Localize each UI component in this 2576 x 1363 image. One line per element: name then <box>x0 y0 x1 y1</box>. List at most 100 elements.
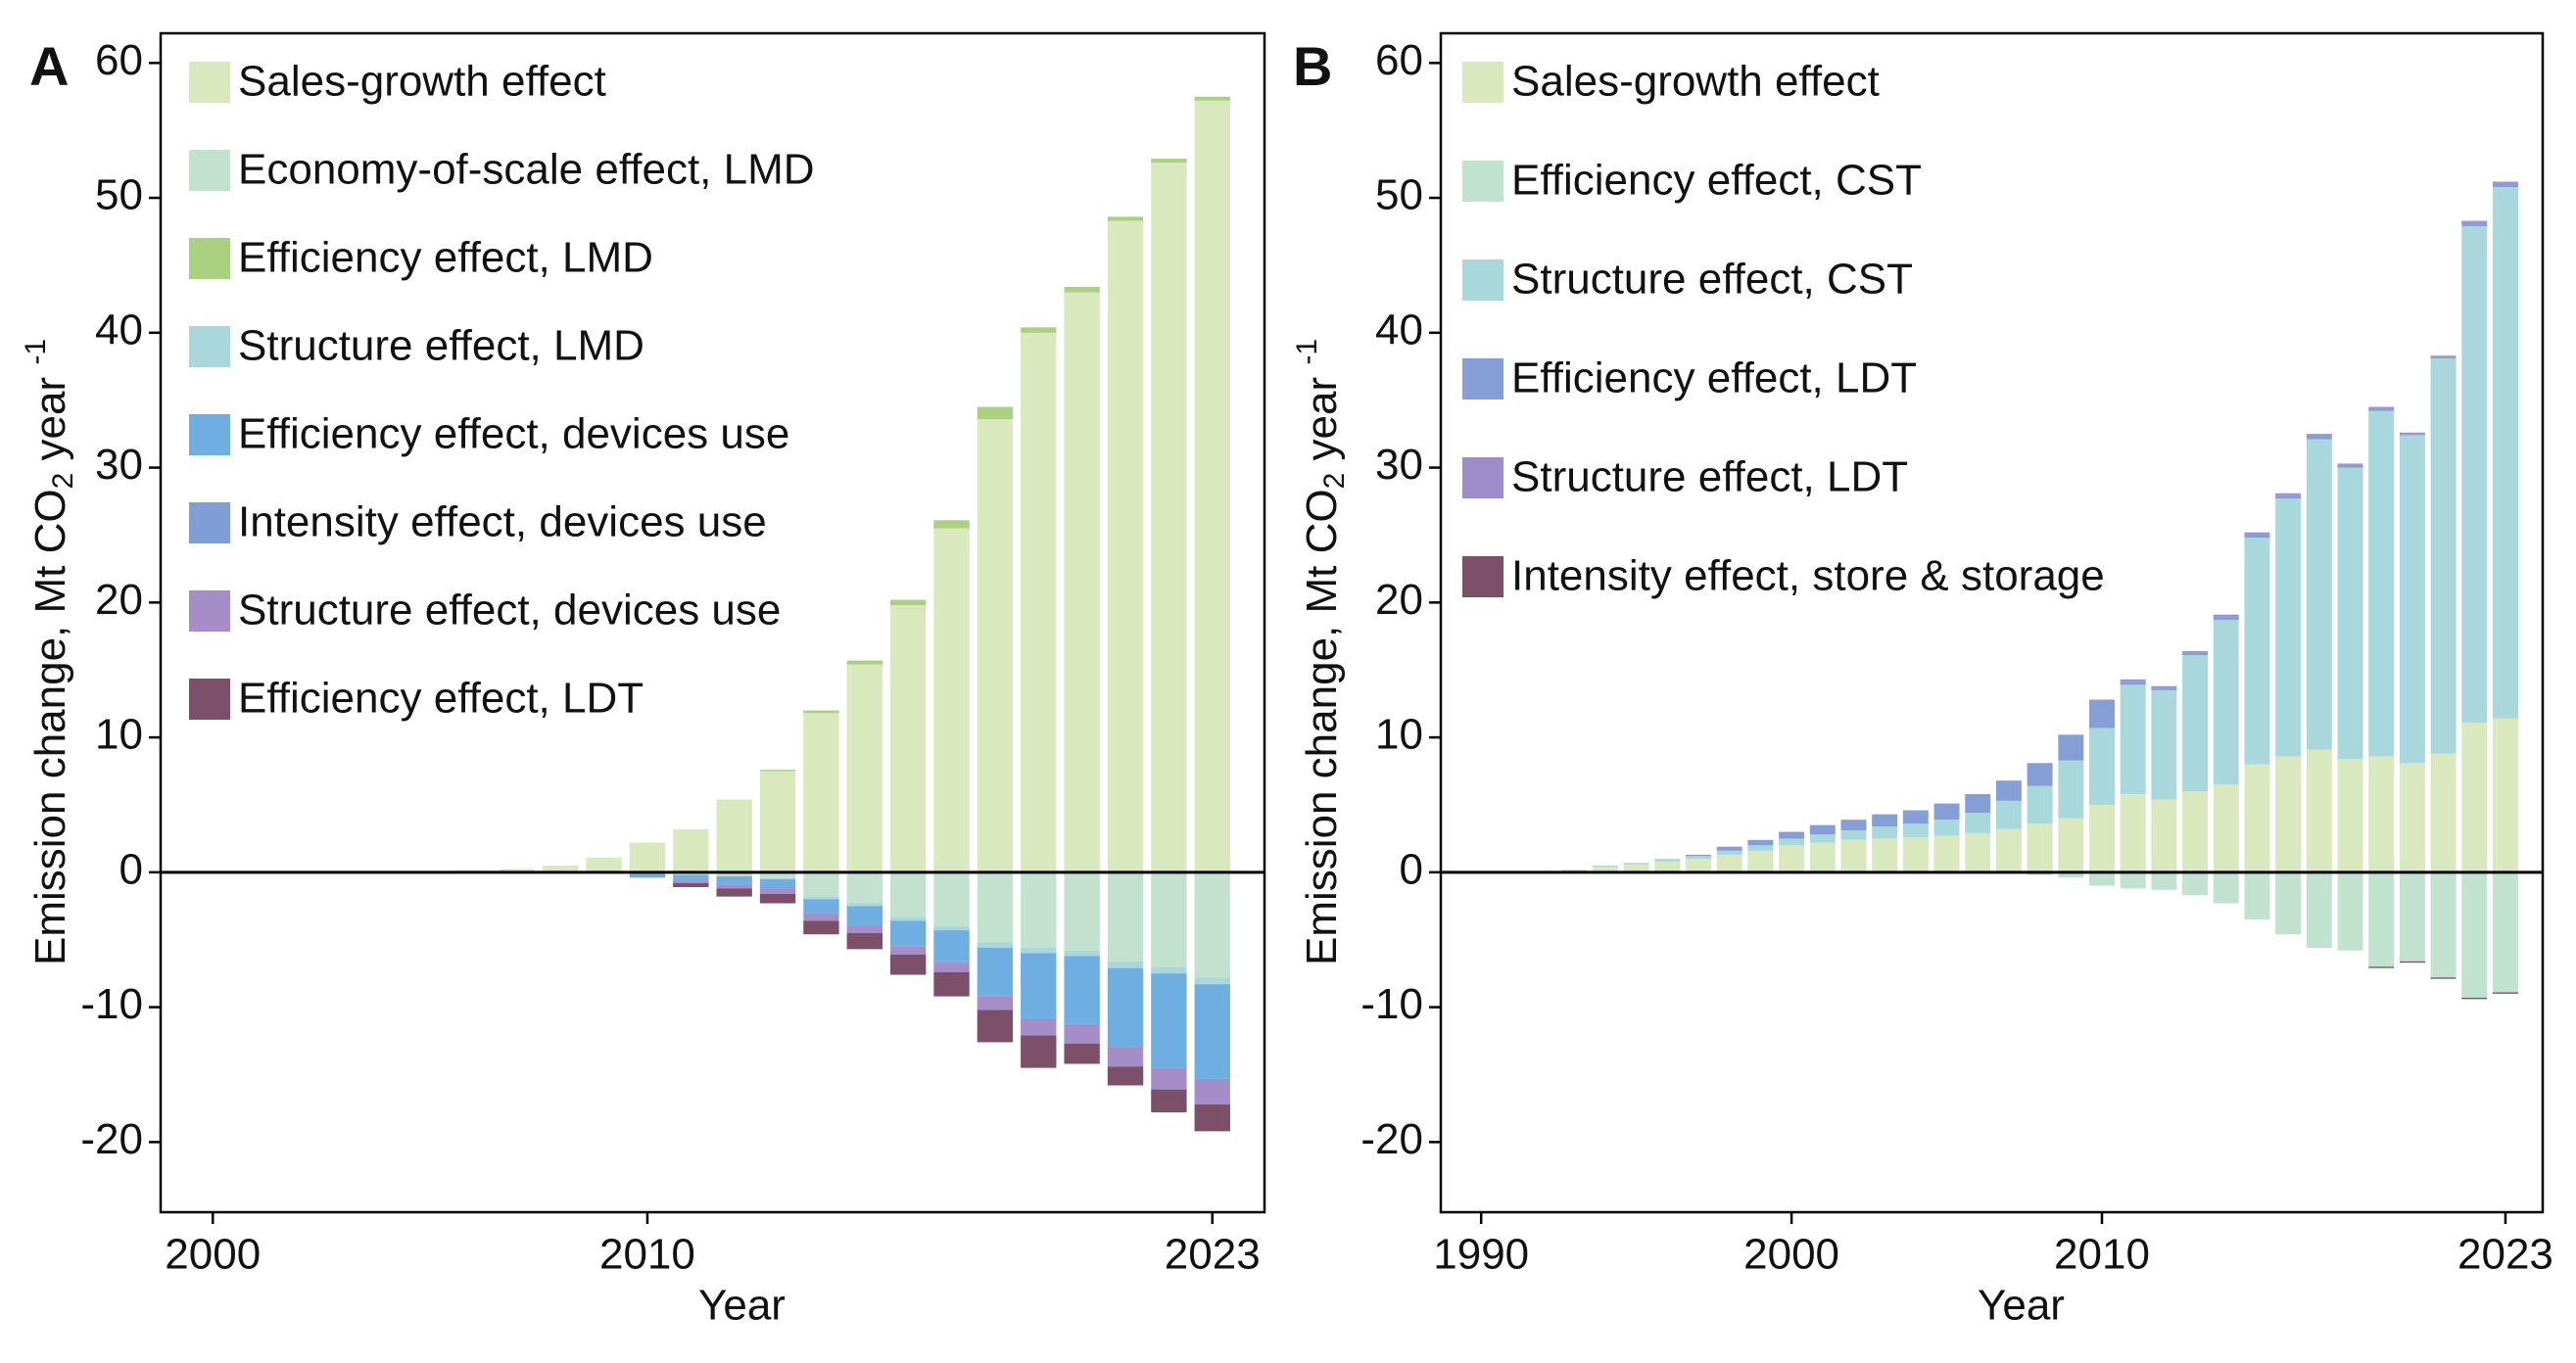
bar-segment <box>1654 861 1681 872</box>
bar-segment <box>2151 687 2177 690</box>
legend-swatch <box>189 326 230 367</box>
bar-segment <box>586 857 622 872</box>
y-tick-label: 50 <box>95 171 143 219</box>
bar-segment <box>1623 864 1649 872</box>
legend-swatch <box>189 679 230 720</box>
bar-segment <box>2027 823 2053 872</box>
bar-segment <box>2306 871 2332 948</box>
bar-segment <box>2399 961 2425 964</box>
y-tick-label: -10 <box>80 980 143 1028</box>
y-axis-label: Emission change, Mt CO2 year -1 <box>20 339 79 965</box>
bar-segment <box>2089 804 2115 872</box>
bar-segment <box>2151 689 2177 800</box>
bar-segment <box>846 906 883 925</box>
bar-segment <box>2275 871 2302 935</box>
bar-segment <box>1021 953 1057 1018</box>
bar-segment <box>2430 977 2457 979</box>
bar-segment <box>1064 950 1100 957</box>
x-tick-label: 2010 <box>599 1231 695 1279</box>
legend-label: Efficiency effect, LDT <box>238 675 644 723</box>
bar-segment <box>1107 961 1144 968</box>
bar-segment <box>846 903 883 907</box>
bar-segment <box>2368 407 2395 411</box>
bar-segment <box>2430 355 2457 357</box>
bar-segment <box>2120 684 2146 794</box>
bar-segment <box>2430 871 2457 978</box>
panel-label: B <box>1293 35 1332 97</box>
bar-segment <box>2151 685 2177 688</box>
bar-segment <box>2306 749 2332 872</box>
bar-segment <box>977 1010 1014 1043</box>
plot-frame <box>159 31 1266 1214</box>
bar-segment <box>933 528 970 872</box>
y-tick-label: 60 <box>95 36 143 84</box>
bar-segment <box>1151 159 1187 164</box>
bar-segment <box>846 660 883 665</box>
y-tick-label: 60 <box>1375 36 1423 84</box>
bar-segment <box>759 887 796 889</box>
bar-segment <box>1064 292 1100 872</box>
bar-segment <box>889 871 927 917</box>
bar-segment <box>803 913 839 915</box>
bar-segment <box>2089 871 2115 886</box>
bar-segment <box>1064 871 1100 951</box>
bar-segment <box>2306 434 2332 436</box>
legend-label: Intensity effect, store & storage <box>1511 552 2105 600</box>
bar-segment <box>977 942 1014 948</box>
y-tick-label: 0 <box>119 845 143 893</box>
legend-swatch <box>1462 259 1503 301</box>
y-axis-label: Emission change, Mt CO2 year -1 <box>1291 339 1351 965</box>
y-axis-label-part: year <box>26 365 74 473</box>
x-tick-label: 2023 <box>1165 1231 1261 1279</box>
legend-label: Intensity effect, devices use <box>238 498 767 546</box>
bar-segment <box>803 899 839 914</box>
bar-segment <box>2492 992 2518 994</box>
bar-segment <box>1686 859 1712 872</box>
bar-segment <box>1021 947 1057 954</box>
bar-segment <box>977 406 1014 419</box>
legend-label: Economy-of-scale effect, LMD <box>238 146 815 194</box>
bar-segment <box>1933 803 1960 821</box>
bar-segment <box>2492 181 2518 183</box>
bar-segment <box>1809 834 1836 843</box>
bar-segment <box>1779 831 1805 839</box>
bar-segment <box>2058 818 2084 872</box>
bar-segment <box>716 888 752 897</box>
y-tick-label: 40 <box>95 306 143 353</box>
legend-label: Sales-growth effect <box>1511 58 1880 106</box>
x-tick-label: 1990 <box>1433 1231 1529 1279</box>
bar-segment <box>2399 432 2425 435</box>
bar-segment <box>1933 835 1960 872</box>
bar-segment <box>1965 793 1991 814</box>
bar-segment <box>1151 966 1187 974</box>
bar-segment <box>1064 956 1100 1024</box>
bar-segment <box>889 945 927 947</box>
bar-segment <box>1716 854 1742 872</box>
bar-segment <box>1716 846 1742 851</box>
bar-segment <box>673 874 709 879</box>
bar-segment <box>1902 810 1929 824</box>
bar-segment <box>2461 225 2488 723</box>
bar-segment <box>2244 764 2270 872</box>
bar-segment <box>933 925 970 931</box>
bar-segment <box>2337 463 2363 465</box>
legend-label: Sales-growth effect <box>238 58 606 106</box>
bar-segment <box>673 880 709 883</box>
bar-segment <box>2430 356 2457 358</box>
bar-segment <box>1194 871 1230 978</box>
bar-segment <box>889 605 927 872</box>
bar-segment <box>846 925 883 933</box>
y-axis-label-part: 2 <box>47 473 79 490</box>
y-tick-label: 10 <box>1375 711 1423 759</box>
bar-segment <box>1194 984 1230 1079</box>
bar-segment <box>2120 793 2146 872</box>
bar-segment <box>1840 830 1867 840</box>
bar-segment <box>889 599 927 606</box>
bar-segment <box>1809 842 1836 872</box>
bar-segment <box>2337 759 2363 872</box>
bar-segment <box>759 878 796 888</box>
bar-segment <box>2182 655 2209 792</box>
x-axis-label: Year <box>1978 1282 2065 1330</box>
legend-swatch <box>189 150 230 191</box>
bar-segment <box>2399 871 2425 962</box>
